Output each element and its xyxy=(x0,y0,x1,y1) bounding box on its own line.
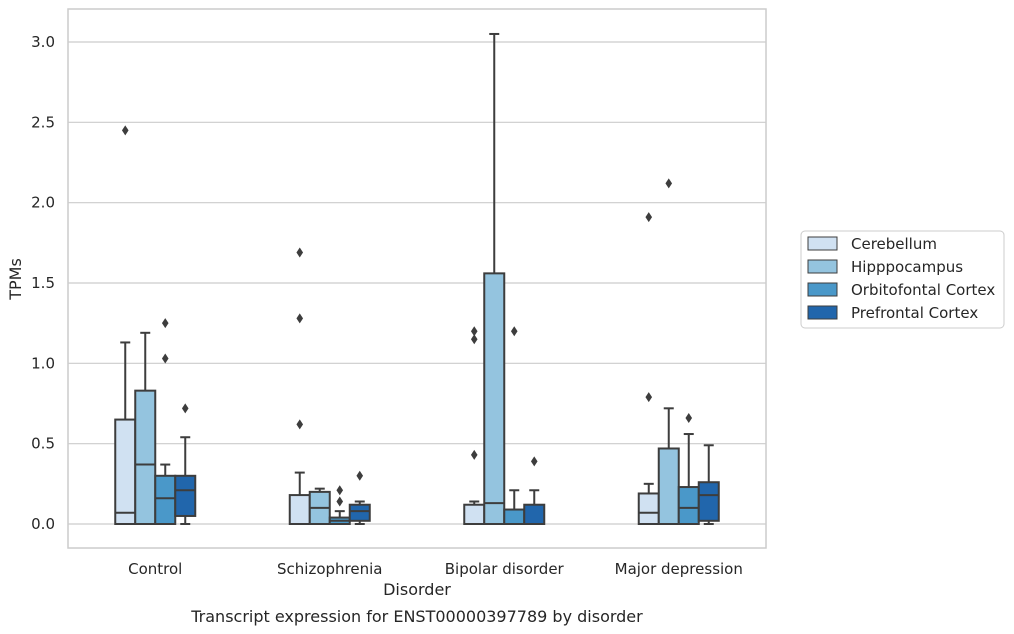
box-cerebellum xyxy=(288,247,311,525)
iqr-box xyxy=(174,474,197,517)
outlier-point xyxy=(510,326,518,337)
outlier-point xyxy=(296,419,304,430)
box-orbitofontal-cortex xyxy=(677,412,700,525)
iqr-box xyxy=(697,481,720,522)
y-tick-label: 3.0 xyxy=(31,33,55,51)
legend-label: Orbitofontal Cortex xyxy=(851,281,995,299)
x-tick-label: Schizophrenia xyxy=(277,560,382,578)
iqr-box xyxy=(463,503,486,526)
iqr-box xyxy=(637,492,660,525)
outlier-point xyxy=(356,470,364,481)
plot-frame xyxy=(67,8,767,549)
box-prefrontal-cortex xyxy=(523,456,546,526)
iqr-box xyxy=(288,494,311,525)
box-groups xyxy=(114,32,720,526)
box-orbitofontal-cortex xyxy=(154,318,177,525)
box-cerebellum xyxy=(114,125,137,526)
box-prefrontal-cortex xyxy=(697,444,720,525)
outlier-point xyxy=(685,412,693,423)
y-tick-label: 2.5 xyxy=(31,113,55,131)
legend-frame xyxy=(800,230,1005,329)
legend-swatch xyxy=(807,259,838,274)
outlier-point xyxy=(645,212,653,223)
iqr-box xyxy=(657,447,680,525)
box-hipppocampus xyxy=(657,178,680,525)
outlier-point xyxy=(161,318,169,329)
box-orbitofontal-cortex xyxy=(503,326,526,526)
iqr-box xyxy=(503,508,526,526)
outlier-point xyxy=(530,456,538,467)
outlier-point xyxy=(161,353,169,364)
x-tick-labels: Control Schizophrenia Bipolar disorder Majo… xyxy=(128,560,743,578)
outlier-point xyxy=(470,326,478,337)
iqr-box xyxy=(348,503,371,522)
box-prefrontal-cortex xyxy=(174,403,197,525)
outlier-point xyxy=(121,125,129,136)
outlier-point xyxy=(296,247,304,258)
iqr-box xyxy=(523,503,546,526)
box-orbitofontal-cortex xyxy=(328,485,351,525)
box-hipppocampus xyxy=(483,32,506,525)
iqr-box xyxy=(483,272,506,525)
box-hipppocampus xyxy=(134,331,157,525)
y-tick-label: 1.0 xyxy=(31,354,55,372)
outlier-point xyxy=(336,485,344,496)
legend-label: Hipppocampus xyxy=(851,258,963,276)
legend-label: Prefrontal Cortex xyxy=(851,304,978,322)
outlier-point xyxy=(181,403,189,414)
outlier-point xyxy=(645,392,653,403)
y-tick-label: 2.0 xyxy=(31,194,55,212)
y-axis-label: TPMs xyxy=(6,258,25,301)
box-cerebellum xyxy=(463,326,486,526)
legend-swatch xyxy=(807,305,838,320)
box-prefrontal-cortex xyxy=(348,470,371,525)
y-tick-label: 0.0 xyxy=(31,515,55,533)
legend-swatch xyxy=(807,282,838,297)
box-cerebellum xyxy=(637,212,660,525)
box-hipppocampus xyxy=(308,487,331,526)
x-tick-label: Major depression xyxy=(615,560,743,578)
x-axis-label: Disorder xyxy=(383,580,451,599)
x-tick-label: Control xyxy=(128,560,182,578)
x-tick-label: Bipolar disorder xyxy=(445,560,565,578)
legend-swatch xyxy=(807,236,838,251)
legend-label: Cerebellum xyxy=(851,235,937,253)
y-tick-label: 0.5 xyxy=(31,435,55,453)
outlier-point xyxy=(665,178,673,189)
outlier-point xyxy=(470,334,478,345)
iqr-box xyxy=(134,389,157,525)
outlier-point xyxy=(336,496,344,507)
outlier-point xyxy=(296,313,304,324)
outlier-point xyxy=(470,449,478,460)
iqr-box xyxy=(154,474,177,525)
iqr-box xyxy=(114,418,137,526)
y-tick-labels: 0.0 0.5 1.0 1.5 2.0 2.5 3.0 xyxy=(31,33,55,533)
y-tick-label: 1.5 xyxy=(31,274,55,292)
iqr-box xyxy=(677,486,700,525)
chart-caption: Transcript expression for ENST0000039778… xyxy=(190,607,643,626)
legend: Cerebellum Hipppocampus Orbitofontal Corte… xyxy=(800,230,1005,329)
